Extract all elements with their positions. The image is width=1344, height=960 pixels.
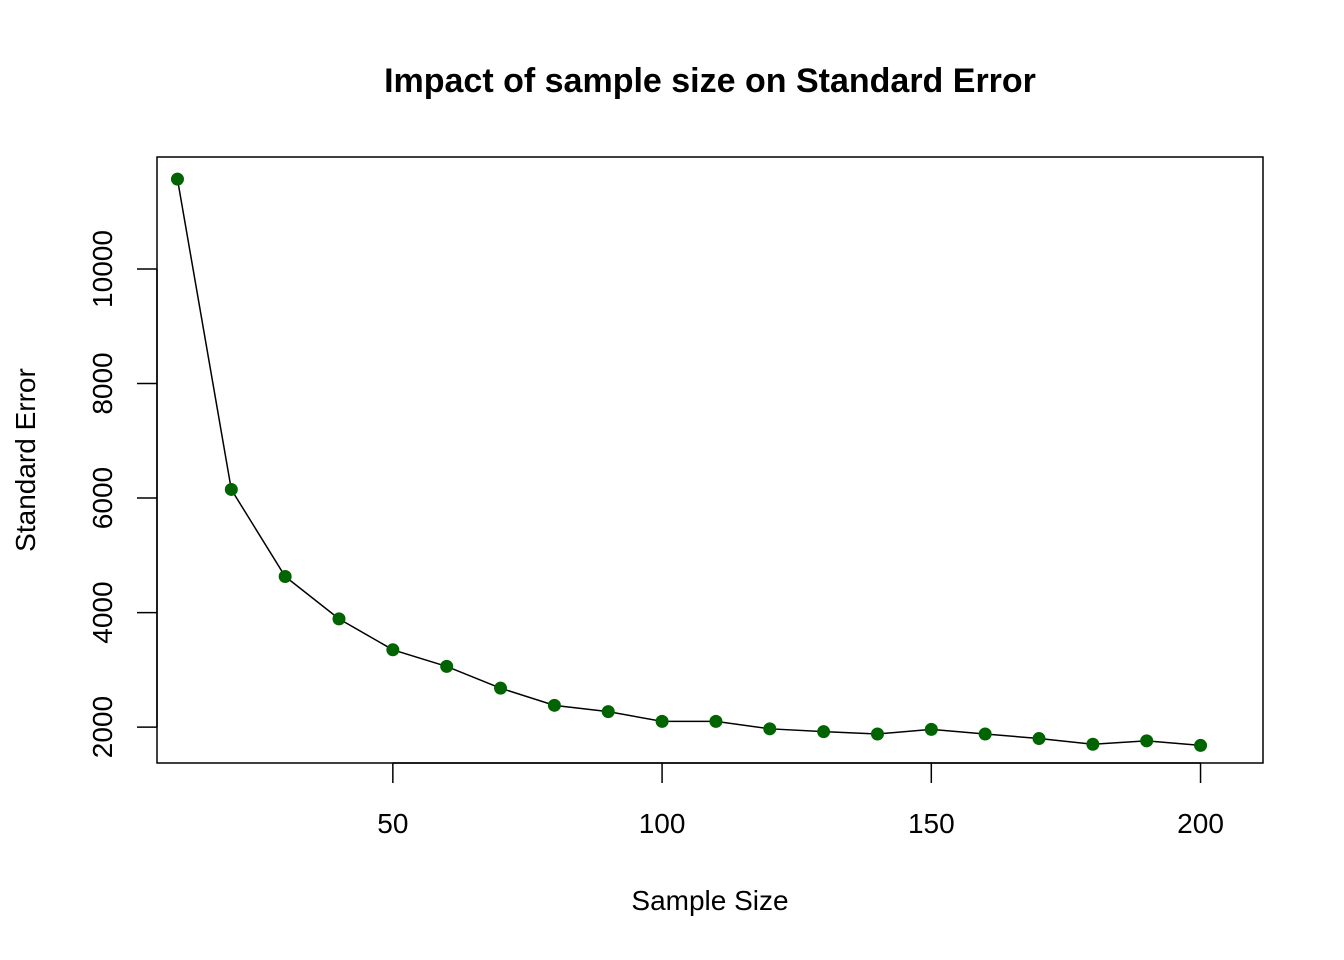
y-tick-label: 4000 (87, 581, 118, 643)
x-tick-label: 150 (908, 808, 955, 839)
chart-title: Impact of sample size on Standard Error (384, 62, 1036, 100)
y-axis-label: Standard Error (10, 368, 41, 552)
data-point (1194, 738, 1208, 752)
data-point (709, 714, 723, 728)
data-point (601, 705, 615, 719)
x-tick-label: 200 (1177, 808, 1224, 839)
x-tick-label: 50 (377, 808, 408, 839)
data-point (278, 569, 292, 583)
data-point (224, 482, 238, 496)
x-axis: 50 100 150 200 (377, 762, 1224, 839)
x-axis-label: Sample Size (631, 885, 788, 916)
data-point (1086, 737, 1100, 751)
data-point (547, 698, 561, 712)
data-point (494, 681, 508, 695)
data-point (332, 612, 346, 626)
data-point (978, 727, 992, 741)
data-series (170, 172, 1208, 752)
y-axis: 2000 4000 6000 8000 10000 (87, 230, 158, 758)
data-point (170, 172, 184, 186)
data-point (817, 725, 831, 739)
plot-frame (156, 156, 1264, 764)
data-point (1032, 732, 1046, 746)
data-point (1140, 734, 1154, 748)
y-tick-label: 2000 (87, 696, 118, 758)
y-tick-label: 6000 (87, 467, 118, 529)
x-tick-label: 100 (639, 808, 686, 839)
series-line (176, 178, 1201, 747)
data-point (386, 643, 400, 657)
y-tick-label: 10000 (87, 230, 118, 308)
data-point (763, 722, 777, 736)
data-point (870, 727, 884, 741)
data-point (655, 714, 669, 728)
y-tick-label: 8000 (87, 352, 118, 414)
data-point (924, 722, 938, 736)
data-point (440, 659, 454, 673)
